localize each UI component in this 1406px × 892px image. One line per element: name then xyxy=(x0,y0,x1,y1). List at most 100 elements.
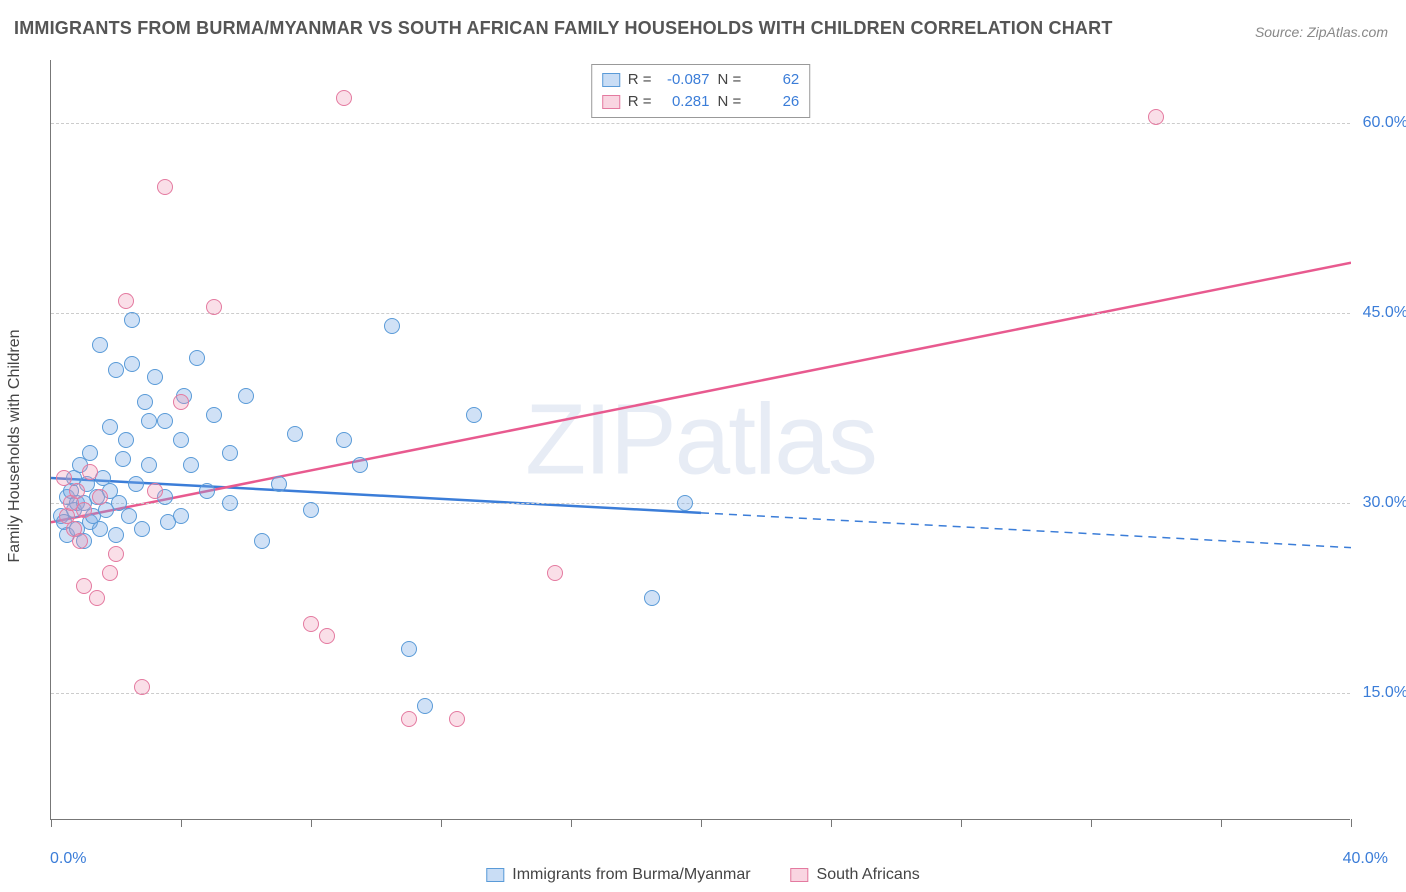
scatter-point xyxy=(76,502,92,518)
scatter-point xyxy=(92,521,108,537)
scatter-point xyxy=(102,565,118,581)
scatter-point xyxy=(76,578,92,594)
scatter-point xyxy=(72,533,88,549)
x-axis-tick xyxy=(51,819,52,827)
scatter-point xyxy=(206,407,222,423)
scatter-point xyxy=(124,312,140,328)
scatter-point xyxy=(92,489,108,505)
scatter-point xyxy=(121,508,137,524)
scatter-point xyxy=(271,476,287,492)
scatter-point xyxy=(108,362,124,378)
scatter-point xyxy=(303,502,319,518)
n-value: 26 xyxy=(749,91,799,113)
scatter-point xyxy=(157,413,173,429)
scatter-point xyxy=(352,457,368,473)
source-attribution: Source: ZipAtlas.com xyxy=(1255,24,1388,40)
x-axis-tick xyxy=(1221,819,1222,827)
gridline xyxy=(51,313,1350,314)
chart-container: IMMIGRANTS FROM BURMA/MYANMAR VS SOUTH A… xyxy=(0,0,1406,892)
scatter-point xyxy=(206,299,222,315)
y-axis-tick-label: 15.0% xyxy=(1363,684,1406,702)
scatter-point xyxy=(449,711,465,727)
scatter-point xyxy=(384,318,400,334)
scatter-point xyxy=(173,508,189,524)
swatch-icon xyxy=(486,868,504,882)
scatter-point xyxy=(173,432,189,448)
scatter-point xyxy=(69,483,85,499)
legend-item-series2: South Africans xyxy=(791,866,920,884)
scatter-point xyxy=(222,445,238,461)
x-axis-tick xyxy=(1091,819,1092,827)
scatter-point xyxy=(336,432,352,448)
y-axis-tick-label: 45.0% xyxy=(1363,304,1406,322)
scatter-point xyxy=(547,565,563,581)
chart-title: IMMIGRANTS FROM BURMA/MYANMAR VS SOUTH A… xyxy=(14,18,1113,39)
scatter-point xyxy=(1148,109,1164,125)
x-axis-tick xyxy=(701,819,702,827)
x-axis-tick xyxy=(831,819,832,827)
scatter-point xyxy=(189,350,205,366)
scatter-point xyxy=(118,432,134,448)
x-axis-max-label: 40.0% xyxy=(1343,850,1388,868)
scatter-point xyxy=(319,628,335,644)
watermark: ZIPatlas xyxy=(525,382,876,497)
x-axis-tick xyxy=(181,819,182,827)
scatter-point xyxy=(336,90,352,106)
scatter-point xyxy=(199,483,215,499)
trendlines-svg xyxy=(51,60,1351,820)
scatter-point xyxy=(82,464,98,480)
scatter-point xyxy=(254,533,270,549)
x-axis-min-label: 0.0% xyxy=(50,850,86,868)
scatter-point xyxy=(124,356,140,372)
scatter-point xyxy=(134,679,150,695)
scatter-point xyxy=(401,641,417,657)
scatter-point xyxy=(108,546,124,562)
scatter-point xyxy=(141,413,157,429)
legend-row-series2: R = 0.281 N = 26 xyxy=(602,91,800,113)
legend-row-series1: R = -0.087 N = 62 xyxy=(602,69,800,91)
y-axis-title: Family Households with Children xyxy=(6,330,24,563)
x-axis-tick xyxy=(1351,819,1352,827)
scatter-point xyxy=(92,337,108,353)
scatter-point xyxy=(115,451,131,467)
scatter-point xyxy=(137,394,153,410)
scatter-point xyxy=(157,179,173,195)
correlation-legend: R = -0.087 N = 62 R = 0.281 N = 26 xyxy=(591,64,811,118)
n-value: 62 xyxy=(749,69,799,91)
legend-item-series1: Immigrants from Burma/Myanmar xyxy=(486,866,750,884)
scatter-point xyxy=(417,698,433,714)
scatter-point xyxy=(287,426,303,442)
trendline-dashed xyxy=(701,513,1351,548)
scatter-point xyxy=(82,445,98,461)
swatch-icon xyxy=(602,73,620,87)
swatch-icon xyxy=(791,868,809,882)
scatter-point xyxy=(134,521,150,537)
scatter-point xyxy=(118,293,134,309)
x-axis-tick xyxy=(961,819,962,827)
series-legend: Immigrants from Burma/Myanmar South Afri… xyxy=(486,866,919,884)
y-axis-tick-label: 30.0% xyxy=(1363,494,1406,512)
swatch-icon xyxy=(602,95,620,109)
scatter-point xyxy=(466,407,482,423)
scatter-point xyxy=(677,495,693,511)
gridline xyxy=(51,693,1350,694)
scatter-point xyxy=(108,527,124,543)
scatter-point xyxy=(56,470,72,486)
scatter-point xyxy=(303,616,319,632)
r-value: 0.281 xyxy=(660,91,710,113)
r-value: -0.087 xyxy=(660,69,710,91)
scatter-point xyxy=(147,483,163,499)
scatter-point xyxy=(401,711,417,727)
scatter-point xyxy=(147,369,163,385)
scatter-point xyxy=(183,457,199,473)
x-axis-tick xyxy=(441,819,442,827)
scatter-point xyxy=(222,495,238,511)
x-axis-tick xyxy=(311,819,312,827)
scatter-point xyxy=(238,388,254,404)
plot-area: ZIPatlas R = -0.087 N = 62 R = 0.281 N =… xyxy=(50,60,1350,820)
scatter-point xyxy=(173,394,189,410)
y-axis-tick-label: 60.0% xyxy=(1363,114,1406,132)
scatter-point xyxy=(102,419,118,435)
scatter-point xyxy=(644,590,660,606)
scatter-point xyxy=(89,590,105,606)
